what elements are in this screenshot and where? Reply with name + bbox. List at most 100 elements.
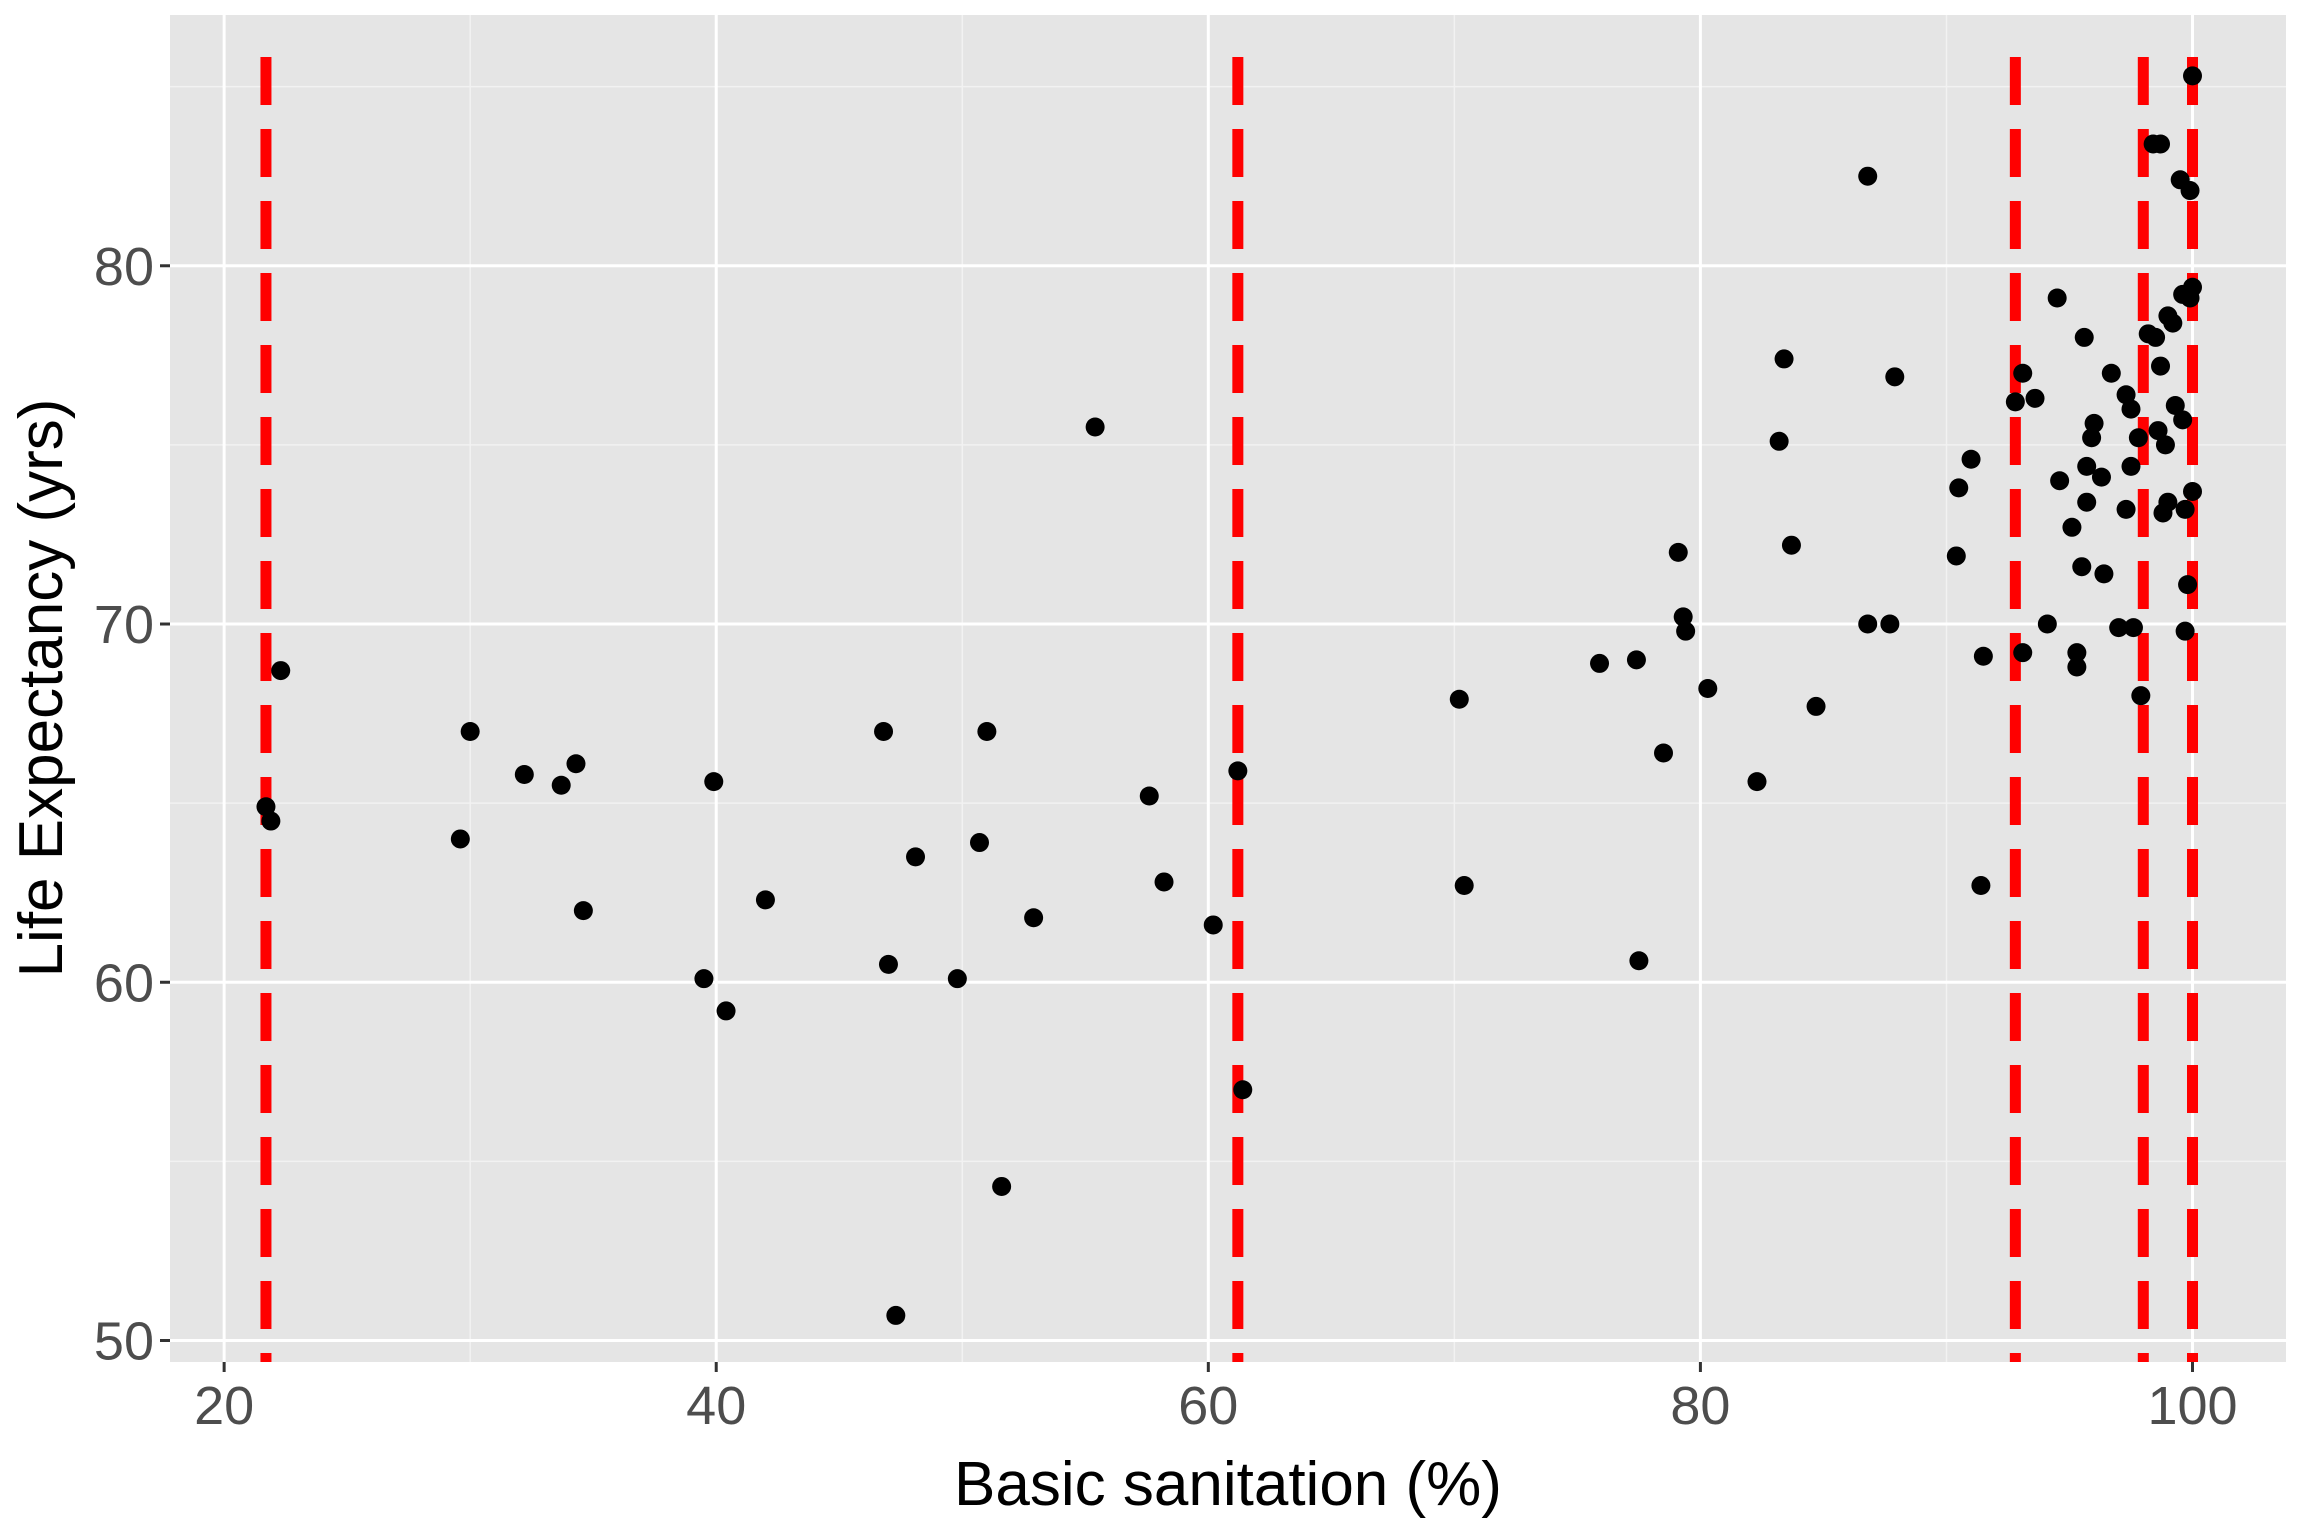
data-point [1139,786,1159,806]
data-point [2116,385,2136,405]
data-point [2131,686,2151,706]
data-point [2123,618,2143,638]
data-point [2121,399,2141,419]
data-point [1973,646,1993,666]
data-point [1590,653,1610,673]
data-point [450,829,470,849]
data-point [2183,481,2203,501]
data-point [1154,872,1174,892]
data-point [1781,535,1801,555]
data-point [2165,395,2185,415]
data-point [1961,449,1981,469]
data-point [2025,388,2045,408]
data-point [755,890,775,910]
y-tick-label: 60 [94,953,154,1013]
data-point [566,754,586,774]
data-point [2077,456,2097,476]
data-point [2067,643,2087,663]
data-point [1676,621,1696,641]
data-point [2116,499,2136,519]
data-point [1024,908,1044,928]
data-point [1971,876,1991,896]
data-point [2077,492,2097,512]
data-point [2062,517,2082,537]
data-point [1629,951,1649,971]
data-point [1673,607,1693,627]
data-point [1203,915,1223,935]
y-tick-label: 80 [94,237,154,297]
data-point [886,1305,906,1325]
x-tick-label: 20 [194,1376,254,1436]
data-point [1454,876,1474,896]
data-point [1769,431,1789,451]
data-point [947,969,967,989]
data-point [2173,410,2193,430]
data-point [2151,356,2171,376]
data-point [2183,66,2203,86]
data-point [1949,478,1969,498]
y-axis-title: Life Expectancy (yrs) [7,399,76,978]
x-tick-label: 40 [686,1376,746,1436]
data-point [716,1001,736,1021]
data-point [2094,564,2114,584]
data-point [1858,166,1878,186]
data-point [2175,621,2195,641]
data-point [1858,614,1878,634]
x-axis-title: Basic sanitation (%) [954,1450,1502,1519]
data-point [2072,557,2092,577]
x-tick-label: 100 [2147,1376,2237,1436]
data-point [704,772,724,792]
data-point [694,969,714,989]
data-point [460,721,480,741]
data-point [514,764,534,784]
data-point [2146,327,2166,347]
data-point [1449,689,1469,709]
data-point [1698,679,1718,698]
data-point [2067,657,2087,677]
plot-panel [170,15,2286,1362]
data-point [1626,650,1646,670]
data-point [2175,499,2195,519]
data-points [256,66,2203,1325]
data-point [2013,363,2033,383]
data-point [2082,428,2102,448]
data-point [1747,772,1767,792]
data-point [1774,349,1794,369]
data-point [2183,277,2203,297]
y-axis-ticks: 50 60 70 80 [94,237,170,1372]
data-point [1668,542,1688,562]
data-point [2158,492,2178,512]
vertical-reference-lines [260,57,2199,1362]
data-point [1880,614,1900,634]
data-point [2101,363,2121,383]
data-point [2151,134,2171,154]
data-point [261,811,281,831]
data-point [977,721,997,741]
data-point [2121,456,2141,476]
data-point [573,901,593,921]
data-point [1228,761,1248,781]
data-point [2109,618,2129,638]
data-point [2128,428,2148,448]
data-point [2074,327,2094,347]
data-point [969,833,989,853]
data-point [2013,643,2033,663]
data-point [1946,546,1966,566]
data-point [1806,696,1826,716]
data-point [2163,313,2183,333]
data-point [2148,421,2168,441]
data-point [256,797,276,817]
y-tick-label: 50 [94,1312,154,1372]
data-point [992,1176,1012,1196]
data-point [551,775,571,795]
data-point [1085,417,1105,437]
data-point [2180,181,2200,201]
data-point [878,954,898,974]
x-tick-label: 60 [1178,1376,1238,1436]
data-point [906,847,926,867]
data-point [874,721,894,741]
data-point [271,661,291,681]
x-axis-ticks: 20 40 60 80 100 [194,1362,2238,1436]
data-point [2005,392,2025,412]
